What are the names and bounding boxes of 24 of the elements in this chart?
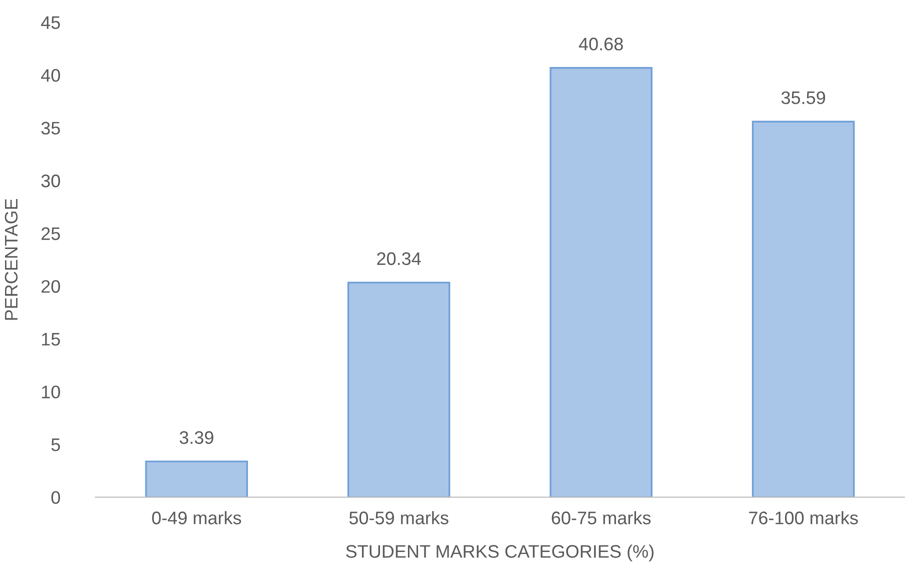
y-axis-title: PERCENTAGE xyxy=(4,198,18,320)
data-label: 20.34 xyxy=(377,252,421,266)
bar xyxy=(752,120,855,498)
data-label: 35.59 xyxy=(781,91,826,104)
bar xyxy=(550,67,652,498)
data-label: 3.39 xyxy=(180,431,214,444)
y-tick-label: 35 xyxy=(41,122,60,135)
data-label: 40.68 xyxy=(578,38,623,50)
y-tick-label: 15 xyxy=(42,333,60,346)
x-tick-label: 60-75 marks xyxy=(552,511,651,524)
bar xyxy=(145,460,248,498)
y-tick-label: 40 xyxy=(41,69,60,82)
y-tick-label: 0 xyxy=(51,491,60,504)
x-axis-title: STUDENT MARKS CATEGORIES (%) xyxy=(346,544,654,562)
y-tick-label: 25 xyxy=(42,227,60,240)
y-tick-label: 10 xyxy=(42,386,60,398)
y-tick-label: 20 xyxy=(42,280,60,293)
x-tick-label: 0-49 marks xyxy=(152,511,242,524)
y-tick-label: 5 xyxy=(51,438,60,452)
x-tick-label: 50-59 marks xyxy=(349,511,448,524)
bar xyxy=(347,282,450,498)
y-tick-label: 30 xyxy=(41,174,60,188)
x-tick-label: 76-100 marks xyxy=(749,511,858,524)
y-tick-label: 45 xyxy=(41,16,60,30)
